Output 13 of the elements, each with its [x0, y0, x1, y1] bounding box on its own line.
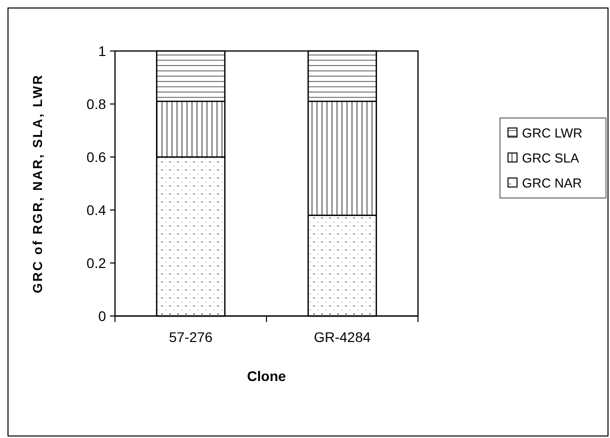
- x-axis-title: Clone: [247, 368, 286, 384]
- y-tick-label: 0.4: [86, 202, 106, 218]
- y-tick-label: 1: [98, 42, 106, 59]
- x-tick-label: 57-276: [168, 329, 213, 345]
- y-tick-label: 0.8: [86, 96, 106, 112]
- text: GRC NAR: [522, 176, 582, 191]
- y-tick-label: 0.6: [86, 148, 106, 165]
- y-tick-label: 0.2: [86, 254, 106, 271]
- text: GRC SLA: [522, 150, 580, 166]
- x-tick-label: GR-4284: [314, 329, 371, 345]
- text: GRC LWR: [522, 126, 582, 141]
- y-tick-label: 0: [98, 308, 106, 324]
- y-axis-title: GRC of RGR, NAR, SLA, LWR: [30, 74, 45, 294]
